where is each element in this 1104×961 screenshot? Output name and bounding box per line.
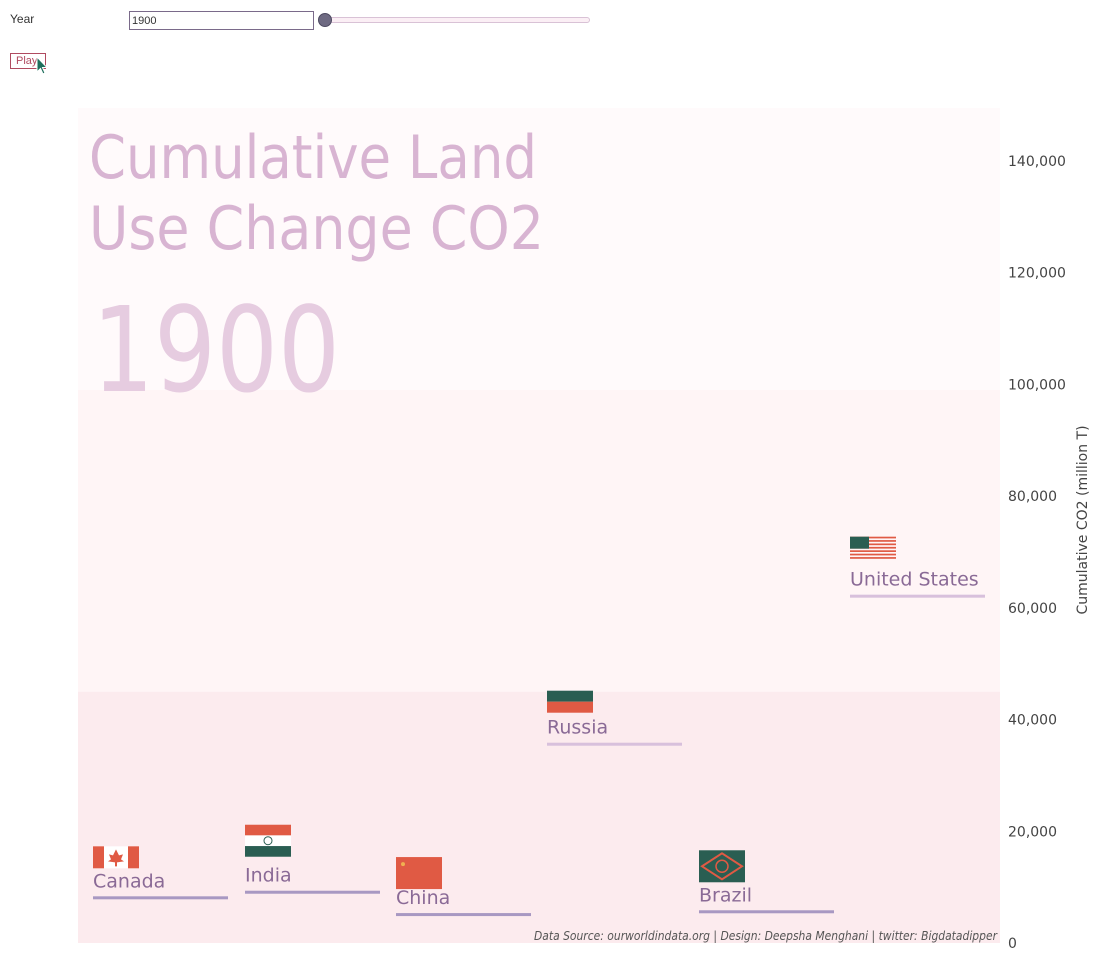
country-baseline [93,896,228,900]
brazil-flag-icon [699,850,745,883]
country-baseline [396,913,531,917]
source-note-group: Data Source: ourworldindata.org | Design… [534,929,998,943]
year-watermark-group: 1900 [92,281,340,419]
china-flag-icon [396,857,442,890]
mouse-cursor-icon [36,56,48,75]
year-input[interactable] [129,11,314,30]
year-slider-thumb[interactable] [318,13,332,27]
country-marker-russia: Russia [547,690,682,746]
country-marker-brazil: Brazil [699,850,834,914]
background-band-2 [78,390,1000,692]
y-tick-label: 60,000 [1008,601,1057,617]
y-axis-label: Cumulative CO2 (million T) [1075,425,1091,614]
country-label: Russia [547,717,608,739]
country-marker-india: India [245,824,380,894]
country-label: India [245,865,292,887]
country-marker-canada: Canada [93,846,228,900]
country-label: Canada [93,870,165,892]
y-tick-label: 80,000 [1008,489,1057,505]
year-label: Year [10,12,35,26]
country-label: China [396,887,450,909]
country-label: United States [850,569,979,591]
country-baseline [850,594,985,598]
background-bands [78,108,1000,943]
india-flag-icon [245,824,291,857]
background-band-1 [78,691,1000,943]
russia-flag-icon [547,690,593,713]
year-watermark: 1900 [92,281,340,419]
canada-flag-icon [93,846,139,869]
country-marker-united-states: United States [850,536,985,598]
y-tick-label: 0 [1008,936,1017,952]
country-baseline [245,890,380,894]
chart-title-line-2: Use Change CO2 [89,194,544,264]
country-label: Brazil [699,884,752,906]
y-axis: 0 20,000 40,000 60,000 80,000 100,000 120,000 1… [1008,154,1091,952]
background-band-3 [78,108,1000,391]
y-tick-label: 120,000 [1008,266,1066,282]
controls-bar: Year Play [0,0,620,80]
country-marker-china: China [396,857,531,917]
chart-title-line-1: Cumulative Land [89,123,537,193]
country-markers: Canada India China Russia Brazil United State… [93,536,985,917]
source-note: Data Source: ourworldindata.org | Design… [534,929,998,943]
country-baseline [699,910,834,914]
y-tick-label: 140,000 [1008,154,1066,170]
usa-flag-icon [850,536,896,559]
y-tick-label: 20,000 [1008,824,1057,840]
y-tick-label: 40,000 [1008,713,1057,729]
country-baseline [547,742,682,746]
y-tick-label: 100,000 [1008,377,1066,393]
